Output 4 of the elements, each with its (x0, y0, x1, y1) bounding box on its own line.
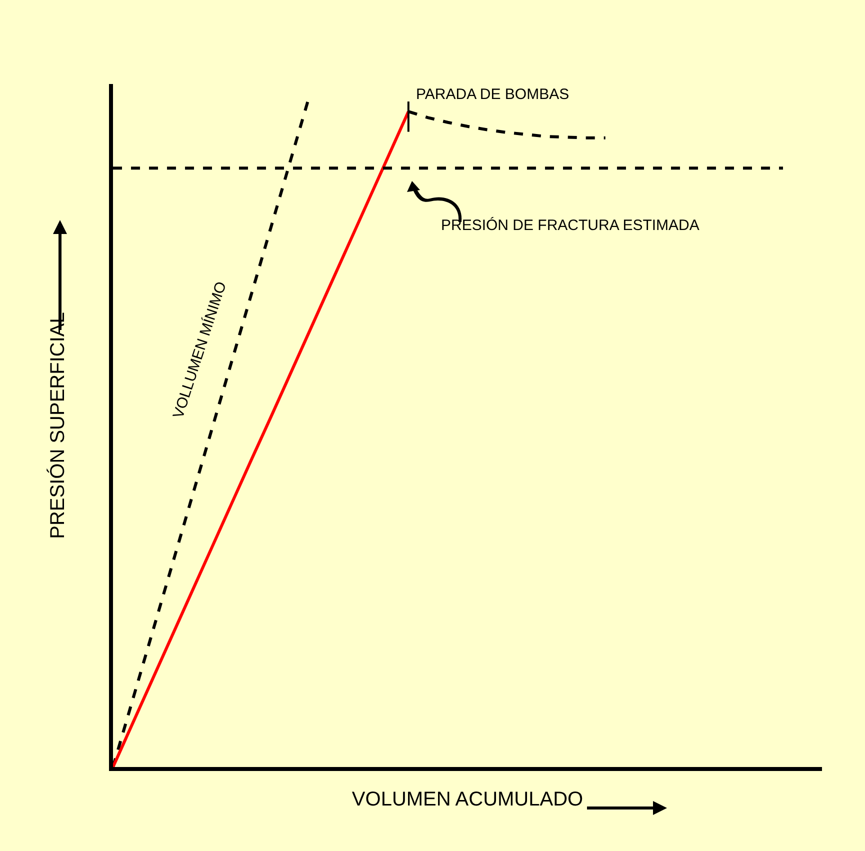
y-axis-title: PRESIÓN SUPERFICIAL (46, 312, 69, 539)
annotation: PARADA DE BOMBAS (416, 86, 570, 103)
legend-label: PRESIÓN DE FRACTURA ESTIMADA (441, 216, 700, 234)
x-axis-title: VOLUMEN ACUMULADO (352, 788, 584, 810)
